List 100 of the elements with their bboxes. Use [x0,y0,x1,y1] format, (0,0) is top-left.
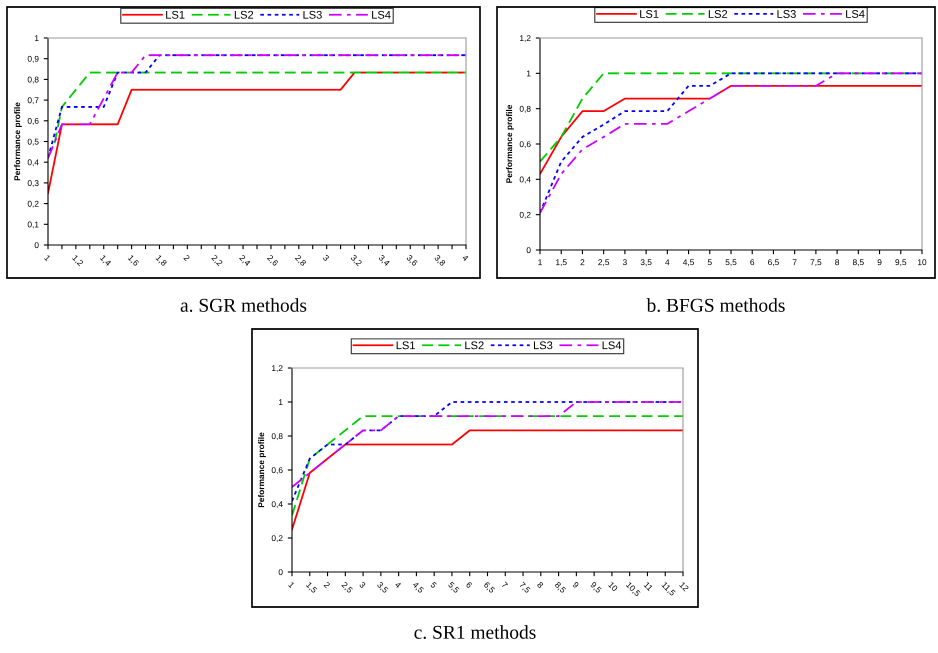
x-tick-label: 5 [708,259,712,266]
text: c. SR1 methods [414,625,536,639]
legend-label: LS3 [303,10,322,19]
y-tick-label: 0,8 [28,76,39,84]
text: a. SGR methods [180,298,306,312]
line-series [540,72,922,214]
y-tick-label: 0,7 [28,97,39,104]
y-axis-title: Performance profile [14,102,22,180]
x-tick-label: 3 [622,259,627,266]
x-tick-label: 4 [462,254,469,262]
y-tick-label: 1 [278,399,283,406]
x-tick-label: 2 [324,581,330,588]
x-tick-label: 9,5 [895,259,906,266]
y-tick-label: 0 [278,569,283,576]
x-tick-label: 9 [572,581,580,588]
y-tick-label: 0 [526,247,531,254]
x-tick-label: 3,5 [640,259,652,266]
legend-label: LS3 [777,10,796,18]
y-tick-label: 0,8 [520,106,531,113]
y-tick-label: 0,2 [28,200,39,208]
x-tick-label: 6,5 [482,581,496,594]
x-tick-label: 6,5 [768,259,779,266]
x-tick-label: 1 [44,254,51,262]
line-series [540,84,922,175]
x-tick-label: 8 [536,581,544,588]
x-tick-label: 5 [430,581,437,588]
y-axis-title: Performance profile [506,104,514,183]
y-tick-label: 0,1 [28,222,39,228]
x-tick-label: 3,5 [376,581,389,594]
y-tick-label: 0,3 [28,180,39,187]
y-tick-label: 0,4 [28,159,39,166]
legend-label: LS1 [166,10,184,19]
x-tick-label: 8,5 [852,259,864,266]
x-tick-label: 2,5 [598,259,610,266]
x-tick-label: 7,5 [518,582,531,594]
x-tick-label: 3 [358,581,366,588]
x-tick-label: 10 [608,582,618,592]
x-tick-label: 7 [501,582,508,588]
y-tick-label: 1,2 [520,35,531,42]
x-tick-label: 10,5 [625,582,641,598]
x-tick-label: 2,8 [294,254,307,267]
x-tick-label: 2,6 [266,254,279,267]
text: b. BFGS methods [646,298,785,312]
x-tick-label: 2,4 [238,254,251,268]
legend-label: LS2 [234,10,254,19]
x-tick-label: 1 [538,259,542,266]
y-tick-label: 0,2 [272,535,283,542]
y-tick-label: 0 [34,242,39,248]
x-tick-label: 2 [580,259,584,266]
x-tick-label: 1,8 [154,254,168,267]
x-tick-label: 5,5 [726,259,736,266]
x-tick-label: 5,5 [447,581,460,594]
x-tick-label: 2 [183,254,190,262]
x-tick-label: 1,6 [127,254,140,267]
x-tick-label: 10 [918,259,926,266]
x-tick-label: 1,5 [556,259,567,266]
x-tick-label: 3,8 [433,254,446,267]
x-tick-label: 1 [288,582,295,588]
y-tick-label: 0,2 [520,212,531,219]
y-tick-label: 1,2 [272,365,283,372]
x-tick-label: 8,5 [554,581,566,594]
x-tick-label: 4 [394,581,402,588]
x-tick-label: 3,2 [350,254,362,267]
x-tick-label: 6 [466,581,473,588]
x-tick-label: 1,5 [305,582,318,594]
y-tick-label: 0,9 [28,56,39,63]
legend-label: LS3 [534,341,552,350]
y-tick-label: 1 [526,70,531,76]
y-tick-label: 0,6 [520,141,531,148]
y-tick-label: 0,4 [520,176,531,184]
x-tick-label: 7 [792,259,797,266]
legend-label: LS2 [708,10,728,18]
legend-label: LS4 [602,341,622,350]
x-tick-label: 4,5 [682,259,694,266]
legend-label: LS1 [640,10,658,18]
x-tick-label: 9,5 [589,581,602,594]
x-tick-label: 11,5 [660,582,676,597]
x-tick-label: 11 [644,582,654,592]
y-axis-title: Peformance profile [258,432,266,508]
line-series [292,415,683,516]
x-tick-label: 4,5 [412,581,424,594]
y-tick-label: 0,4 [272,501,283,508]
x-tick-label: 1,2 [71,254,84,267]
x-tick-label: 3,4 [378,254,390,268]
line-series [292,429,683,530]
x-tick-label: 8 [835,259,840,266]
x-tick-label: 3 [322,254,330,262]
x-tick-label: 7,5 [810,259,822,266]
y-tick-label: 0,8 [272,433,283,440]
x-tick-label: 1,4 [99,254,112,268]
x-tick-label: 6 [750,259,754,266]
legend-label: LS4 [372,10,391,19]
y-tick-label: 0,5 [28,138,39,146]
legend-label: LS4 [846,10,865,18]
x-tick-label: 4 [665,259,670,266]
y-tick-label: 1 [34,35,39,42]
legend-label: LS2 [465,341,484,350]
legend-label: LS1 [396,341,415,350]
x-tick-label: 2,5 [340,581,354,594]
x-tick-label: 9 [878,259,882,266]
